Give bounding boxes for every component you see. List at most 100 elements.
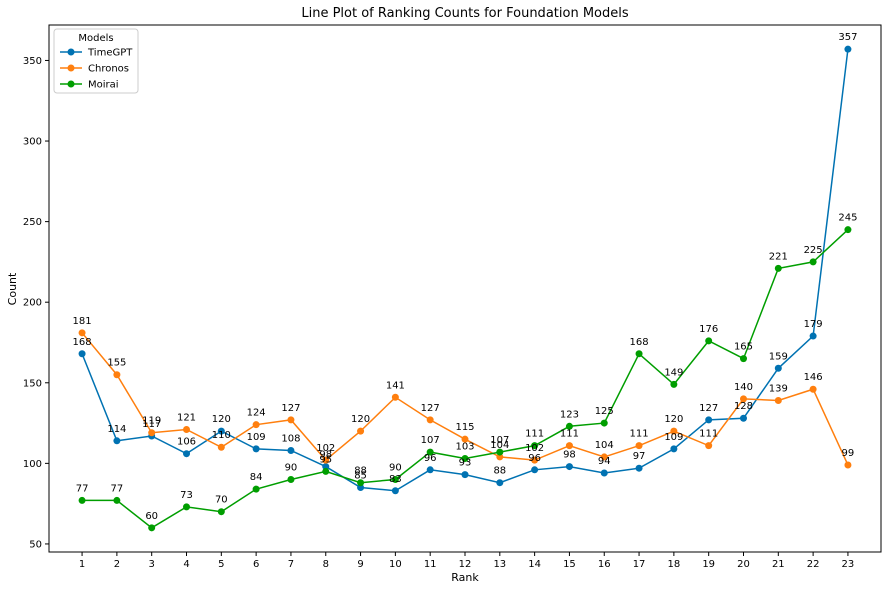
x-tick-label-23: 23	[842, 559, 855, 570]
y-tick-label-300: 300	[23, 137, 42, 148]
x-tick-label-20: 20	[737, 559, 750, 570]
chronos-data-label-13: 104	[490, 440, 509, 451]
timegpt-point-8	[322, 463, 330, 471]
x-tick-label-11: 11	[424, 559, 437, 570]
chart-title: Line Plot of Ranking Counts for Foundati…	[301, 6, 628, 21]
timegpt-data-label-2: 114	[107, 424, 126, 435]
chronos-data-label-16: 104	[595, 440, 614, 451]
chronos-point-12	[461, 435, 469, 443]
x-tick-label-22: 22	[807, 559, 820, 570]
timegpt-point-4	[183, 450, 191, 458]
moirai-point-11	[426, 448, 434, 456]
chronos-data-label-8: 102	[316, 443, 335, 454]
moirai-data-label-3: 60	[145, 511, 158, 522]
moirai-point-15	[565, 422, 573, 430]
moirai-point-3	[148, 524, 156, 532]
timegpt-point-14	[531, 466, 539, 474]
chronos-point-14	[531, 456, 539, 464]
chronos-point-17	[635, 442, 643, 450]
chronos-data-label-17: 111	[630, 429, 649, 440]
chronos-point-13	[496, 453, 504, 461]
timegpt-point-6	[252, 445, 260, 453]
x-tick-label-12: 12	[459, 559, 472, 570]
moirai-point-10	[391, 475, 399, 483]
legend-title: Models	[78, 33, 113, 44]
moirai-data-label-18: 149	[664, 367, 683, 378]
x-tick-label-8: 8	[323, 559, 329, 570]
chronos-data-label-5: 110	[212, 430, 231, 441]
chronos-data-label-6: 124	[247, 408, 266, 419]
timegpt-data-label-21: 159	[769, 351, 788, 362]
legend-marker-moirai	[67, 80, 75, 88]
chronos-point-2	[113, 371, 121, 379]
x-tick-label-6: 6	[253, 559, 259, 570]
chronos-data-label-1: 181	[73, 316, 92, 327]
x-tick-label-15: 15	[563, 559, 576, 570]
chronos-data-label-23: 99	[842, 448, 855, 459]
y-axis-label: Count	[6, 272, 19, 305]
chronos-point-7	[287, 416, 295, 424]
timegpt-point-17	[635, 464, 643, 472]
moirai-data-label-11: 107	[421, 435, 440, 446]
timegpt-data-label-16: 94	[598, 456, 611, 467]
x-tick-label-14: 14	[528, 559, 541, 570]
moirai-point-14	[531, 442, 539, 450]
legend-marker-timegpt	[67, 48, 75, 56]
timegpt-point-19	[705, 416, 713, 424]
legend-label-moirai: Moirai	[88, 80, 119, 91]
chronos-data-label-21: 139	[769, 384, 788, 395]
chronos-point-19	[705, 442, 713, 450]
x-tick-label-2: 2	[114, 559, 120, 570]
moirai-data-label-5: 70	[215, 495, 228, 506]
chronos-point-4	[183, 426, 191, 434]
chronos-data-label-3: 119	[142, 416, 161, 427]
plot-frame	[48, 24, 882, 553]
chronos-point-11	[426, 416, 434, 424]
moirai-point-22	[809, 258, 817, 266]
x-tick-label-4: 4	[183, 559, 189, 570]
moirai-point-7	[287, 475, 295, 483]
chronos-point-10	[391, 393, 399, 401]
x-axis-label: Rank	[451, 571, 479, 584]
legend-label-timegpt: TimeGPT	[87, 48, 133, 59]
legend-label-chronos: Chronos	[88, 64, 129, 75]
timegpt-point-10	[391, 487, 399, 495]
timegpt-point-1	[78, 350, 86, 358]
timegpt-point-18	[670, 445, 678, 453]
x-tick-label-3: 3	[149, 559, 155, 570]
moirai-point-18	[670, 380, 678, 388]
timegpt-data-label-13: 88	[493, 466, 506, 477]
timegpt-data-label-3: 117	[142, 419, 161, 430]
moirai-data-label-12: 103	[455, 442, 474, 453]
timegpt-data-label-22: 179	[804, 319, 823, 330]
chronos-point-5	[217, 443, 225, 451]
chronos-point-16	[600, 453, 608, 461]
moirai-data-label-9: 88	[354, 466, 367, 477]
moirai-data-label-15: 123	[560, 409, 579, 420]
chronos-data-label-2: 155	[107, 358, 126, 369]
moirai-point-9	[357, 479, 365, 487]
y-tick-label-200: 200	[23, 298, 42, 309]
moirai-point-8	[322, 467, 330, 475]
moirai-point-12	[461, 455, 469, 463]
chronos-data-label-12: 115	[455, 422, 474, 433]
x-tick-label-7: 7	[288, 559, 294, 570]
moirai-data-label-1: 77	[76, 483, 89, 494]
x-tick-label-9: 9	[357, 559, 363, 570]
plot-area: 1 2 3 4 5 6 7 8 9 10 11 12 13 14 15 16 17 18 19 20 21 22 23501…	[23, 32, 858, 570]
timegpt-point-23	[844, 45, 852, 53]
y-tick-label-150: 150	[23, 378, 42, 389]
moirai-data-label-16: 125	[595, 406, 614, 417]
moirai-data-label-21: 221	[769, 251, 788, 262]
moirai-point-2	[113, 496, 121, 504]
timegpt-point-22	[809, 332, 817, 340]
y-tick-label-250: 250	[23, 217, 42, 228]
x-tick-label-21: 21	[772, 559, 785, 570]
chronos-point-22	[809, 385, 817, 393]
y-tick-label-50: 50	[29, 539, 42, 550]
moirai-line	[82, 229, 849, 529]
moirai-data-label-13: 107	[490, 435, 509, 446]
moirai-data-label-2: 77	[111, 483, 124, 494]
chronos-point-3	[148, 429, 156, 437]
